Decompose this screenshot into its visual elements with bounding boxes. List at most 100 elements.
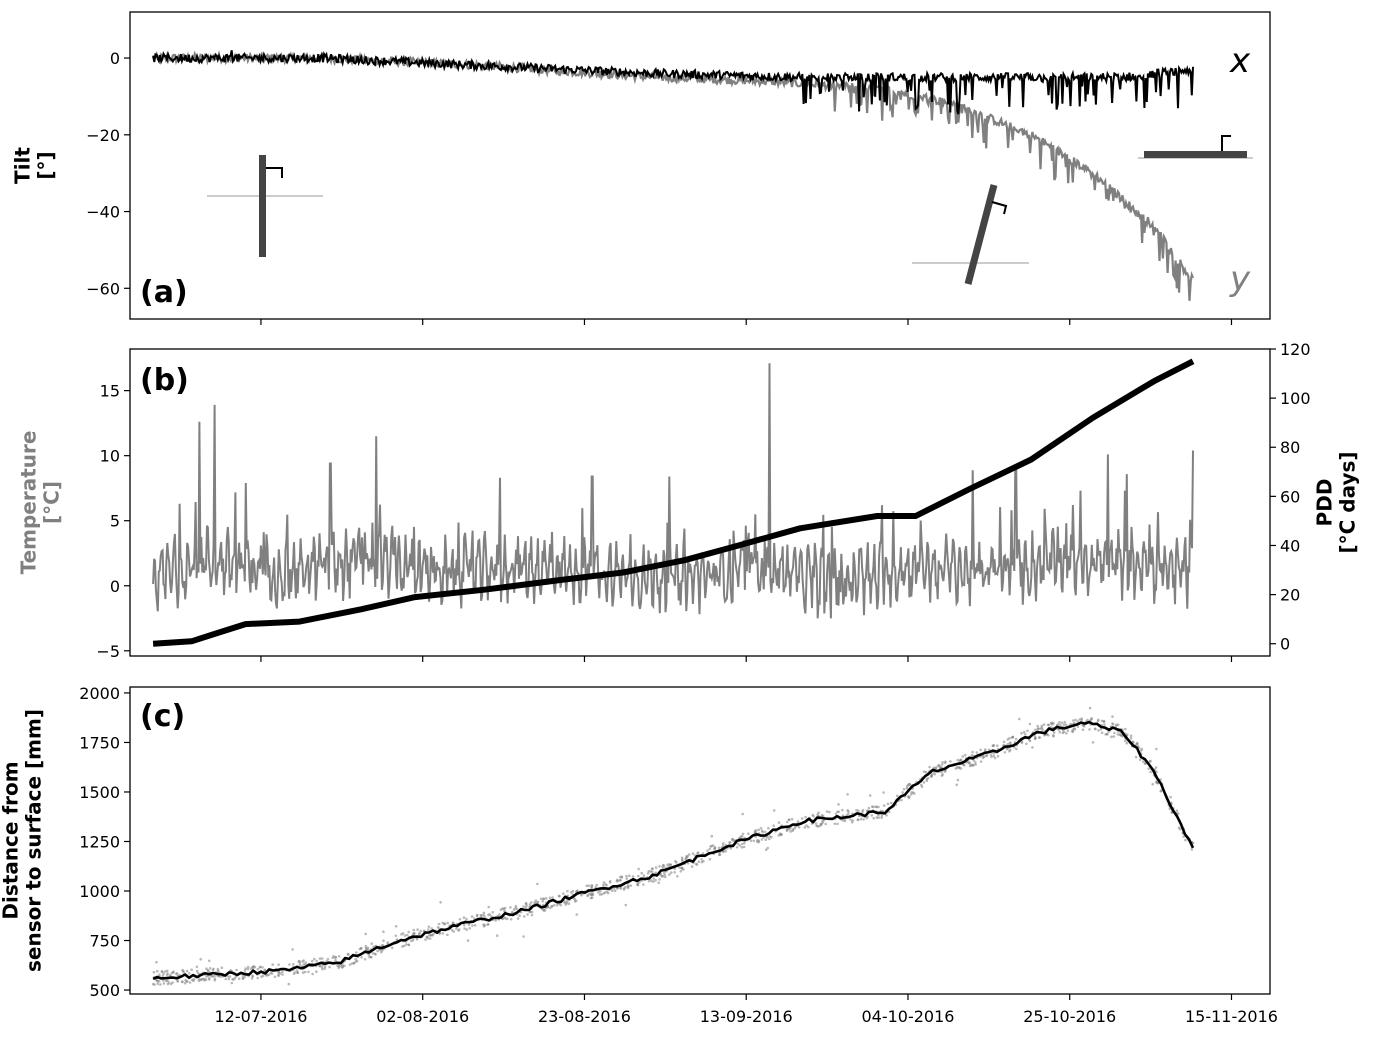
distance-scatter-point: [1124, 727, 1127, 731]
distance-scatter-point: [674, 859, 677, 863]
distance-scatter-point: [1065, 732, 1068, 735]
distance-scatter-point: [627, 885, 630, 888]
distance-scatter-point: [766, 846, 770, 850]
distance-scatter-point: [381, 944, 385, 947]
distance-scatter-point: [382, 930, 385, 933]
axis-title-line: sensor to surface [mm]: [22, 709, 46, 972]
distance-scatter-point: [426, 937, 430, 940]
distance-scatter-point: [394, 925, 398, 928]
distance-scatter-point: [348, 963, 352, 966]
distance-scatter-point: [292, 963, 295, 966]
distance-scatter-point: [824, 822, 827, 826]
distance-scatter-point: [846, 809, 849, 812]
distance-scatter-point: [281, 970, 284, 974]
distance-scatter-point: [470, 915, 474, 918]
distance-scatter-point: [676, 875, 679, 878]
distance-scatter-point: [190, 968, 193, 971]
distance-scatter-point: [679, 870, 683, 873]
distance-scatter-point: [732, 839, 735, 843]
distance-scatter-point: [162, 982, 166, 985]
axis-title-line: Distance from: [0, 761, 23, 919]
distance-scatter-point: [647, 879, 651, 883]
distance-scatter-point: [542, 908, 545, 911]
distance-scatter-point: [1094, 727, 1097, 731]
distance-scatter-point: [740, 842, 744, 846]
distance-scatter-point: [834, 812, 838, 816]
distance-scatter-point: [536, 882, 539, 886]
distance-scatter-point: [882, 791, 885, 794]
distance-scatter-point: [855, 808, 858, 812]
distance-scatter-point: [321, 967, 324, 971]
distance-scatter-point: [188, 981, 192, 984]
y2-tick-label: 100: [1280, 389, 1311, 408]
distance-scatter-point: [522, 915, 526, 918]
distance-scatter-point: [646, 872, 650, 875]
distance-scatter-point: [457, 928, 461, 931]
distance-scatter-point: [534, 899, 538, 902]
distance-scatter-point: [382, 939, 385, 942]
distance-scatter-point: [925, 777, 929, 781]
distance-scatter-point: [1151, 783, 1154, 786]
distance-scatter-point: [1052, 731, 1056, 734]
distance-scatter-point: [1097, 729, 1100, 732]
distance-scatter-point: [1041, 728, 1044, 731]
distance-scatter-point: [619, 878, 622, 882]
distance-scatter-point: [586, 893, 590, 897]
distance-scatter-point: [1076, 725, 1080, 728]
distance-scatter-point: [701, 852, 705, 855]
distance-scatter-point: [533, 901, 536, 904]
distance-scatter-point: [836, 822, 839, 826]
distance-scatter-point: [717, 846, 721, 850]
distance-scatter-point: [833, 822, 837, 826]
distance-scatter-point: [528, 903, 532, 906]
distance-scatter-point: [208, 967, 212, 970]
distance-scatter-point: [779, 833, 783, 837]
distance-scatter-point: [350, 962, 354, 965]
distance-scatter-point: [979, 748, 982, 752]
distance-scatter-point: [1184, 838, 1187, 842]
vertical-stake-icon: [207, 155, 323, 257]
distance-scatter-point: [868, 794, 872, 797]
distance-scatter-point: [990, 755, 993, 759]
distance-scatter-point: [390, 946, 394, 950]
distance-scatter-point: [1020, 731, 1023, 735]
distance-scatter-point: [740, 846, 744, 849]
distance-scatter-point: [430, 927, 434, 930]
distance-scatter-point: [467, 923, 471, 927]
distance-scatter-point: [483, 924, 487, 927]
distance-scatter-point: [246, 967, 250, 971]
distance-scatter-point: [516, 917, 520, 920]
distance-scatter-point: [841, 819, 845, 822]
x-tick-label: 25-10-2016: [1023, 1007, 1116, 1026]
y-tick-label: 2000: [79, 684, 120, 703]
distance-scatter-point: [490, 915, 493, 918]
distance-scatter-point: [271, 963, 275, 966]
distance-scatter-point: [158, 973, 161, 976]
distance-scatter-point: [431, 933, 434, 937]
distance-scatter-point: [882, 804, 886, 807]
distance-scatter-point: [602, 892, 606, 895]
distance-scatter-point: [407, 930, 411, 934]
distance-scatter-point: [256, 968, 260, 971]
distance-scatter-point: [277, 973, 280, 977]
distance-scatter-point: [666, 863, 669, 866]
distance-scatter-point: [859, 817, 863, 821]
distance-scatter-point: [846, 793, 849, 796]
distance-scatter-point: [512, 908, 516, 911]
distance-scatter-point: [1182, 835, 1185, 838]
distance-scatter-point: [654, 866, 658, 869]
distance-scatter-point: [602, 881, 606, 884]
distance-scatter-point: [889, 801, 893, 805]
distance-scatter-point: [669, 863, 672, 866]
distance-scatter-point: [920, 785, 924, 788]
distance-scatter-point: [303, 970, 307, 974]
distance-scatter-point: [580, 893, 583, 897]
distance-scatter-point: [524, 902, 528, 906]
tilt-axes-frame: [129, 11, 1271, 320]
distance-scatter-point: [416, 928, 419, 931]
distance-scatter-point: [243, 969, 247, 972]
distance-scatter-point: [166, 982, 170, 986]
distance-scatter-point: [815, 824, 818, 827]
distance-scatter-point: [252, 965, 255, 968]
distance-scatter-point: [439, 901, 442, 904]
